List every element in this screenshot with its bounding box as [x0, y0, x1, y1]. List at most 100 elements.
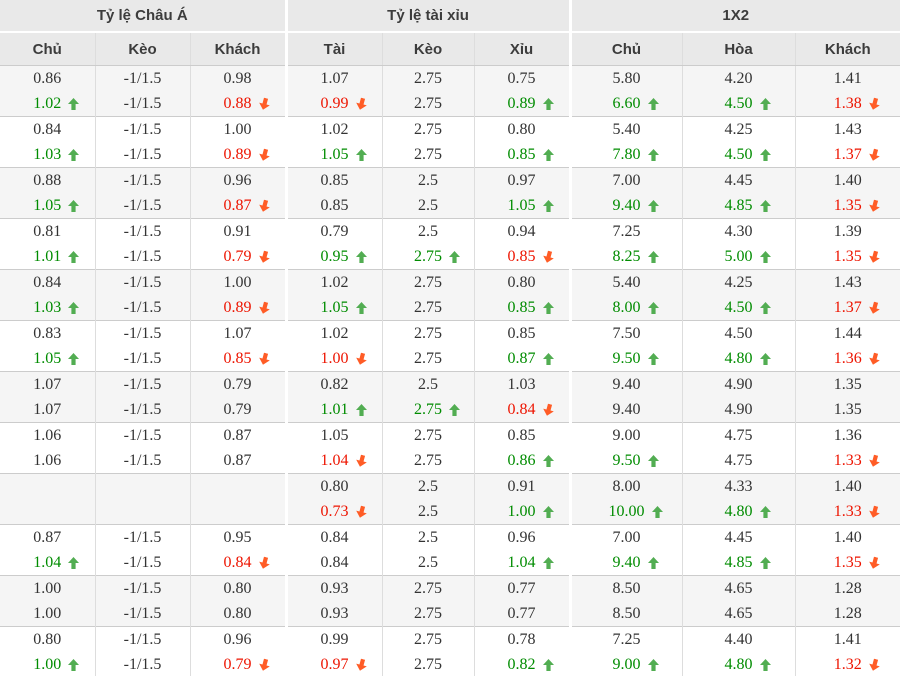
odds-value: 4.75 [724, 452, 753, 469]
trend-down-icon [354, 504, 368, 518]
odds-line: 1.03 [0, 295, 95, 320]
odds-value: 1.05 [320, 427, 349, 444]
odds-line: 0.79 [191, 652, 285, 676]
odds-cell: 0.80 0.85 [473, 116, 571, 168]
odds-row[interactable]: 0.81 1.01 -1/1.5 -1/1.5 0.91 0.79 0.79 0.95 2.5 2… [0, 218, 900, 270]
odds-line: 2.75 [383, 423, 474, 448]
trend-up-icon [449, 403, 461, 416]
odds-line: 1.07 [191, 321, 285, 346]
odds-line: 0.78 [475, 627, 569, 652]
odds-value: 0.77 [507, 605, 536, 622]
odds-line: 2.75 [383, 576, 474, 601]
trend-down-icon [257, 351, 271, 365]
odds-line: 1.41 [796, 627, 900, 652]
trend-up-icon [542, 352, 554, 365]
odds-cell: 1.41 1.38 [794, 65, 900, 117]
odds-value: -1/1.5 [123, 248, 162, 265]
odds-value: -1/1.5 [123, 146, 162, 163]
odds-value: 0.85 [508, 142, 554, 167]
odds-value: 0.87 [224, 193, 270, 218]
odds-cell: 0.96 0.87 [189, 167, 287, 219]
odds-value: 0.85 [508, 244, 554, 269]
odds-row[interactable]: 0.87 1.04 -1/1.5 -1/1.5 0.95 0.84 0.84 0.84 2.5 2… [0, 524, 900, 576]
odds-value: 1.32 [834, 652, 880, 676]
odds-value: 9.40 [613, 193, 659, 218]
odds-value: 7.00 [612, 529, 641, 546]
odds-cell: 1.36 1.33 [794, 422, 900, 474]
odds-value: 2.75 [414, 656, 443, 673]
odds-value: 1.02 [320, 121, 349, 138]
odds-cell: 4.40 4.80 [681, 626, 796, 676]
odds-value: 0.87 [223, 452, 252, 469]
odds-row[interactable]: 0.83 1.05 -1/1.5 -1/1.5 1.07 0.85 1.02 1.00 2.75… [0, 320, 900, 372]
odds-line: 0.77 [475, 601, 569, 626]
trend-down-icon [257, 555, 271, 569]
odds-value: 4.33 [724, 478, 753, 495]
odds-value: 2.75 [414, 274, 443, 291]
odds-cell: 0.91 0.79 [189, 218, 287, 270]
odds-value: 1.35 [834, 193, 880, 218]
odds-table-body: 0.86 1.02 -1/1.5 -1/1.5 0.98 0.88 1.07 0.99 2.75… [0, 65, 900, 676]
odds-row[interactable]: 0.84 1.03 -1/1.5 -1/1.5 1.00 0.89 1.02 1.05 2.75… [0, 269, 900, 321]
odds-row[interactable]: 1.07 1.07 -1/1.5 -1/1.5 0.79 0.79 0.82 1.01 2.5 2… [0, 371, 900, 423]
odds-value: -1/1.5 [123, 95, 162, 112]
odds-value: 2.75 [414, 580, 443, 597]
odds-value: 0.79 [223, 376, 252, 393]
odds-cell: 2.5 2.5 [381, 167, 475, 219]
odds-cell: 7.25 8.25 [568, 218, 683, 270]
odds-value: 1.07 [33, 401, 62, 418]
trend-up-icon [68, 658, 80, 671]
odds-value: -1/1.5 [123, 70, 162, 87]
odds-value: 0.85 [507, 427, 536, 444]
odds-line: 1.35 [796, 550, 900, 575]
odds-row[interactable]: 0.80 1.00 -1/1.5 -1/1.5 0.96 0.79 0.99 0.97 2.75… [0, 626, 900, 676]
odds-value: 1.05 [321, 142, 367, 167]
trend-down-icon [257, 198, 271, 212]
odds-line: 0.91 [191, 219, 285, 244]
odds-row[interactable]: 0.86 1.02 -1/1.5 -1/1.5 0.98 0.88 1.07 0.99 2.75… [0, 65, 900, 117]
odds-line: 1.43 [796, 270, 900, 295]
odds-cell: 0.78 0.82 [473, 626, 571, 676]
odds-row[interactable]: 0.80 0.73 2.5 2.5 0.91 1.00 8.00 10.00 4.33 4.80 1… [0, 473, 900, 525]
odds-line: 4.50 [683, 295, 795, 320]
odds-line: 1.02 [288, 270, 382, 295]
trend-up-icon [759, 148, 771, 161]
odds-line: 0.79 [191, 244, 285, 269]
odds-line: -1/1.5 [96, 244, 190, 269]
odds-row[interactable]: 1.00 1.00 -1/1.5 -1/1.5 0.80 0.80 0.93 0.93 2.75… [0, 575, 900, 627]
odds-value: 4.20 [724, 70, 753, 87]
odds-row[interactable]: 0.88 1.05 -1/1.5 -1/1.5 0.96 0.87 0.85 0.85 2.5 2… [0, 167, 900, 219]
odds-row[interactable]: 0.84 1.03 -1/1.5 -1/1.5 1.00 0.89 1.02 1.05 2.75… [0, 116, 900, 168]
odds-cell: -1/1.5 -1/1.5 [94, 626, 190, 676]
odds-value: 7.25 [612, 223, 641, 240]
odds-value: 1.00 [33, 652, 80, 676]
trend-down-icon [867, 249, 881, 263]
odds-value: 9.00 [613, 652, 659, 676]
odds-cell: 1.28 1.28 [794, 575, 900, 627]
odds-line: 0.86 [0, 66, 95, 91]
col-header-1x2-away: Khách [794, 32, 900, 66]
odds-value: 1.05 [33, 346, 80, 371]
odds-value: 4.85 [725, 550, 771, 575]
odds-cell: 1.07 1.07 [0, 372, 95, 423]
odds-value: 0.83 [33, 325, 62, 342]
odds-cell: 2.75 2.75 [381, 626, 475, 676]
odds-line: 0.93 [288, 576, 382, 601]
odds-value: 0.73 [321, 499, 367, 524]
odds-value: 1.01 [33, 244, 80, 269]
odds-value: 0.84 [508, 397, 554, 422]
odds-line: 1.07 [0, 397, 95, 422]
odds-line: -1/1.5 [96, 295, 190, 320]
odds-value: 0.79 [224, 652, 270, 676]
odds-value: 2.5 [418, 223, 439, 240]
odds-line: 0.85 [475, 295, 569, 320]
odds-row[interactable]: 1.06 1.06 -1/1.5 -1/1.5 0.87 0.87 1.05 1.04 2.75… [0, 422, 900, 474]
odds-line: 4.90 [683, 397, 795, 422]
odds-line: 7.25 [572, 627, 682, 652]
odds-line: -1/1.5 [96, 270, 190, 295]
odds-line: -1/1.5 [96, 66, 190, 91]
odds-line: 1.01 [288, 397, 382, 422]
odds-line: 0.98 [191, 66, 285, 91]
odds-value: 1.02 [320, 325, 349, 342]
